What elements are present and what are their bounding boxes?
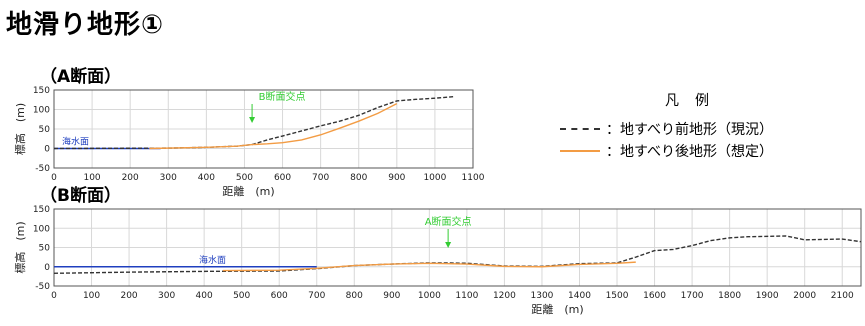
chart-a-x-tick-label: 300: [160, 173, 177, 183]
chart-b-y-tick-label: 150: [33, 205, 50, 215]
chart-a-x-tick-label: 700: [312, 173, 329, 183]
chart-b-x-axis-label: 距離 (m): [531, 302, 583, 316]
chart-b-x-tick-label: 1600: [643, 291, 666, 301]
legend-item-before: ：地すべり前地形（現況）: [560, 118, 773, 140]
section-b-title: （B断面）: [40, 186, 121, 206]
legend-title: 凡 例: [665, 93, 710, 109]
chart-a-y-tick-label: -50: [35, 164, 50, 174]
chart-a-x-tick-label: 400: [198, 173, 215, 183]
chart-b-x-tick-label: 1700: [681, 291, 704, 301]
chart-b-y-tick-label: 50: [39, 244, 51, 254]
chart-b-x-tick-label: 500: [233, 291, 250, 301]
chart-a-x-tick-label: 1100: [462, 173, 485, 183]
chart-a-y-tick-label: 150: [33, 86, 50, 96]
chart-b-y-tick-label: 0: [44, 263, 50, 273]
legend-swatch-dashed: [560, 128, 600, 130]
chart-a-y-axis-label: 標高 (m): [13, 103, 27, 155]
chart-b-series-line-after: [222, 261, 636, 272]
chart-b-intersection-label: A断面交点: [425, 215, 472, 228]
chart-b-sea-level-label: 海水面: [199, 254, 226, 266]
chart-b-x-tick-label: 1300: [531, 291, 554, 301]
chart-a-intersection-label: B断面交点: [259, 90, 306, 103]
chart-a-x-tick-label: 600: [274, 173, 291, 183]
chart-b-plot-frame: [53, 208, 862, 287]
chart-b-x-tick-label: 2000: [793, 291, 816, 301]
chart-b-y-tick-label: 100: [33, 224, 50, 234]
chart-b-x-tick-label: 2100: [831, 291, 854, 301]
chart-b-x-tick-label: 200: [120, 291, 137, 301]
chart-b-x-tick-label: 1000: [418, 291, 441, 301]
chart-b-x-tick-label: 700: [308, 291, 325, 301]
legend: 凡 例 ：地すべり前地形（現況） ：地すべり後地形（想定）: [560, 90, 773, 162]
chart-a-x-tick-label: 1000: [423, 173, 446, 183]
chart-b-x-tick-label: 1900: [756, 291, 779, 301]
chart-a-series-line-before: [53, 95, 455, 150]
chart-a-plot-frame: [53, 89, 474, 169]
chart-b-x-tick-label: 1400: [568, 291, 591, 301]
chart-a-x-tick-label: 500: [236, 173, 253, 183]
chart-b-x-tick-label: 1100: [455, 291, 478, 301]
chart-b-y-axis-label: 標高 (m): [13, 221, 27, 273]
chart-b-x-tick-label: 900: [383, 291, 400, 301]
chart-b-x-tick-label: 600: [271, 291, 288, 301]
legend-label-after: ：地すべり後地形（想定）: [606, 144, 774, 160]
chart-b-x-tick-label: 300: [158, 291, 175, 301]
chart-b-x-tick-label: 1500: [606, 291, 629, 301]
chart-a-x-tick-label: 900: [388, 173, 405, 183]
chart-a-y-tick-label: 50: [39, 125, 51, 135]
chart-b-x-tick-label: 100: [83, 291, 100, 301]
chart-b-x-tick-label: 1200: [493, 291, 516, 301]
chart-a-x-tick-label: 0: [51, 173, 57, 183]
chart-a-x-tick-label: 200: [122, 173, 139, 183]
chart-a-intersection-arrowhead: [249, 117, 256, 123]
chart-b-y-tick-label: -50: [35, 282, 50, 292]
chart-a-y-tick-label: 100: [33, 106, 50, 116]
chart-b-intersection-arrowhead: [445, 242, 452, 248]
chart-b-x-tick-label: 1800: [718, 291, 741, 301]
chart-b-x-tick-label: 400: [196, 291, 213, 301]
legend-item-after: ：地すべり後地形（想定）: [560, 140, 773, 162]
chart-b-x-tick-label: 800: [346, 291, 363, 301]
legend-swatch-orange: [560, 150, 600, 152]
chart-a-x-axis-label: 距離 (m): [222, 184, 274, 198]
chart-a-x-tick-label: 100: [83, 173, 100, 183]
section-a-title: （A断面）: [40, 67, 122, 87]
page-title: 地滑り地形①: [6, 10, 165, 40]
chart-a-y-tick-label: 0: [44, 145, 50, 155]
chart-a-series-line-after: [149, 103, 398, 150]
legend-label-before: ：地すべり前地形（現況）: [606, 122, 774, 138]
chart-a-x-tick-label: 800: [350, 173, 367, 183]
chart-a-sea-level-label: 海水面: [62, 136, 89, 148]
chart-b-series-line-before: [53, 235, 862, 274]
chart-b-x-tick-label: 0: [51, 291, 57, 301]
